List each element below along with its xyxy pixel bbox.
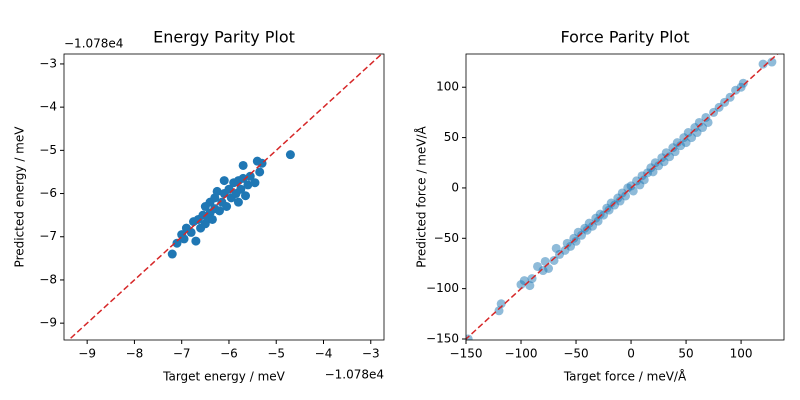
scatter-point [238, 160, 248, 170]
plot-area [67, 54, 383, 340]
scatter-point [639, 175, 649, 185]
scatter-point [494, 306, 504, 316]
x-tick-label: −8 [126, 347, 144, 361]
x-tick-label: 100 [730, 347, 753, 361]
scatter-point [496, 299, 506, 309]
scatter-point [549, 255, 559, 265]
y-tick-label: 0 [451, 180, 459, 194]
scatter-point [571, 236, 581, 246]
scatter-point [238, 173, 248, 183]
scatter-point [738, 78, 748, 88]
scatter-point [191, 236, 201, 246]
x-axis-label: Target force / meV/Å [563, 369, 687, 384]
scatter-point [621, 191, 631, 201]
y-tick-label: −3 [39, 56, 57, 70]
y-tick-label: −9 [39, 316, 57, 330]
y-tick-label: −6 [39, 186, 57, 200]
x-tick-label: 0 [627, 347, 635, 361]
x-tick-label: 50 [678, 347, 693, 361]
y-axis-label: Predicted energy / meV [13, 126, 27, 268]
axes-frame [63, 53, 385, 341]
scatter-point [233, 197, 243, 207]
x-tick-label: −5 [267, 347, 285, 361]
x-tick-label: −7 [173, 347, 191, 361]
scatter-point [245, 171, 255, 181]
scatter-point [285, 150, 295, 160]
scatter-point [255, 167, 265, 177]
plot-area [466, 54, 779, 340]
scatter-point [186, 227, 196, 237]
y-tick-label: −5 [39, 143, 57, 157]
scatter-point [207, 214, 217, 224]
scatter-point [593, 216, 603, 226]
scatter-point [215, 206, 225, 216]
scatter-point [167, 249, 177, 259]
x-tick-label: −50 [563, 347, 588, 361]
scatter-point [219, 176, 229, 186]
scatter-point [172, 238, 182, 248]
scatter-point [243, 180, 253, 190]
y-tick-label: 100 [436, 80, 459, 94]
x-tick-label: −6 [220, 347, 238, 361]
scatter-point [236, 184, 246, 194]
y-tick-label: −50 [434, 231, 459, 245]
chart-title: Force Parity Plot [560, 28, 689, 47]
y-tick-label: −7 [39, 229, 57, 243]
scatter-point [179, 234, 189, 244]
chart-title: Energy Parity Plot [153, 28, 295, 47]
y-tick-label: 50 [444, 130, 459, 144]
y-tick-label: −8 [39, 272, 57, 286]
scatter-point [222, 202, 232, 212]
y-axis-label: Predicted force / meV/Å [414, 125, 429, 267]
x-axis-label: Target energy / meV [162, 370, 285, 384]
scatter-point [628, 186, 638, 196]
y-tick-label: −100 [426, 281, 459, 295]
x-tick-label: −4 [315, 347, 333, 361]
scatter-point [241, 191, 251, 201]
x-offset-label: −1.078e4 [325, 368, 384, 382]
y-tick-label: −4 [39, 100, 57, 114]
x-tick-label: −100 [505, 347, 538, 361]
scatter-point [212, 186, 222, 196]
y-tick-label: −150 [426, 331, 459, 345]
scatter-point [250, 178, 260, 188]
x-tick-label: −3 [362, 347, 380, 361]
axes-frame [465, 53, 785, 341]
scatter-point [758, 59, 768, 69]
x-tick-label: −9 [78, 347, 96, 361]
identity-line [67, 54, 383, 340]
scatter-point [466, 334, 473, 340]
scatter-point [767, 57, 777, 67]
identity-line [466, 54, 779, 340]
x-tick-label: −150 [450, 347, 483, 361]
y-offset-label: −1.078e4 [64, 37, 123, 51]
